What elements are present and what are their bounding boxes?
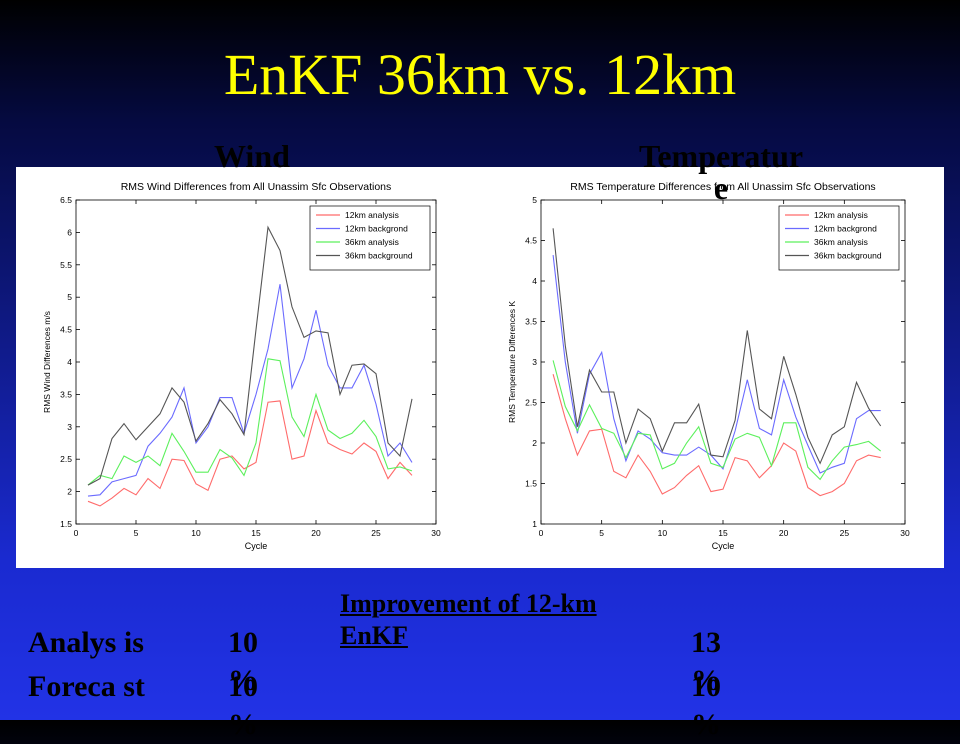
wind-chart: RMS Wind Differences from All Unassim Sf… <box>42 181 441 551</box>
chart1-ytick-label-3: 2.5 <box>525 398 537 408</box>
row-analysis-temp: 13 % <box>691 626 721 697</box>
chart1-xtick-label-0: 0 <box>539 528 544 538</box>
chart0-xtick-label-2: 10 <box>191 528 201 538</box>
chart0-legend-box <box>309 205 431 271</box>
chart1-series-line-0 <box>552 374 881 497</box>
temperature-chart: RMS Temperature Differences from All Una… <box>507 181 910 551</box>
chart1-xtick-label-4: 20 <box>779 528 789 538</box>
row-label-analysis: Analys is <box>28 626 144 659</box>
chart1-legend-label-1: 12km backgrond <box>814 224 877 234</box>
chart0-ytick-label-7: 5 <box>67 292 72 302</box>
chart0-legend-label-3: 36km background <box>345 251 413 261</box>
chart0-series-line-3 <box>87 225 413 486</box>
chart0-ytick-label-5: 4 <box>67 357 72 367</box>
chart1-ytick-label-8: 5 <box>532 195 537 205</box>
chart1-xtick-label-6: 30 <box>900 528 910 538</box>
chart1-ytick-label-5: 3.5 <box>525 317 537 327</box>
chart0-ylabel: RMS Wind Differences m/s <box>42 311 52 413</box>
chart0-ytick-label-9: 6 <box>67 227 72 237</box>
chart1-ylabel: RMS Temperature Differences K <box>507 301 517 423</box>
chart0-ytick-label-2: 2.5 <box>60 454 72 464</box>
chart1-legend-label-2: 36km analysis <box>814 237 868 247</box>
chart1-ytick-label-1: 1.5 <box>525 479 537 489</box>
chart0-xtick-label-1: 5 <box>134 528 139 538</box>
chart0-xtick-label-3: 15 <box>251 528 261 538</box>
chart0-ytick-label-3: 3 <box>67 422 72 432</box>
row-analysis-wind: 10 % <box>228 626 258 697</box>
chart0-xtick-label-4: 20 <box>311 528 321 538</box>
chart1-series-line-2 <box>552 360 882 481</box>
chart0-series-line-1 <box>87 284 413 497</box>
chart1-ytick-label-4: 3 <box>532 357 537 367</box>
chart0-title: RMS Wind Differences from All Unassim Sf… <box>121 181 392 193</box>
chart1-ytick-label-6: 4 <box>532 276 537 286</box>
chart1-title: RMS Temperature Differences from All Una… <box>570 181 875 193</box>
chart1-ytick-label-2: 2 <box>532 438 537 448</box>
temperature-panel-title: Temperatur e <box>638 138 804 206</box>
chart1-legend-box <box>778 205 900 271</box>
chart0-xtick-label-0: 0 <box>74 528 79 538</box>
chart0-xlabel: Cycle <box>245 541 268 551</box>
chart0-ytick-label-4: 3.5 <box>60 389 72 399</box>
chart0-series-line-0 <box>87 400 413 507</box>
chart0-series-line-2 <box>87 358 413 486</box>
chart1-series-line-3 <box>552 228 882 465</box>
chart0-legend-label-0: 12km analysis <box>345 210 399 220</box>
row-forecast-temp: 10 % <box>691 670 721 741</box>
chart1-xtick-label-2: 10 <box>658 528 668 538</box>
row-label-forecast: Foreca st <box>28 670 145 703</box>
improvement-heading: Improvement of 12-km EnKF <box>340 589 597 650</box>
chart1-xtick-label-5: 25 <box>840 528 850 538</box>
chart1-ytick-label-7: 4.5 <box>525 236 537 246</box>
chart0-ytick-label-0: 1.5 <box>60 519 72 529</box>
chart1-xtick-label-1: 5 <box>599 528 604 538</box>
chart0-ytick-label-6: 4.5 <box>60 325 72 335</box>
chart1-ytick-label-0: 1 <box>532 519 537 529</box>
chart1-legend-label-0: 12km analysis <box>814 210 868 220</box>
chart1-series-line-1 <box>552 255 881 474</box>
chart0-ytick-label-8: 5.5 <box>60 260 72 270</box>
chart0-xtick-label-6: 30 <box>431 528 441 538</box>
slide-title: EnKF 36km vs. 12km <box>223 42 737 107</box>
chart1-xlabel: Cycle <box>712 541 735 551</box>
row-forecast-wind: 10 % <box>228 670 258 741</box>
chart0-xtick-label-5: 25 <box>371 528 381 538</box>
chart0-legend-label-1: 12km backgrond <box>345 224 408 234</box>
chart1-legend-label-3: 36km background <box>814 251 882 261</box>
chart1-xtick-label-3: 15 <box>718 528 728 538</box>
wind-panel-title: Wind <box>214 138 290 174</box>
chart0-ytick-label-10: 6.5 <box>60 195 72 205</box>
chart0-legend-label-2: 36km analysis <box>345 237 399 247</box>
chart0-ytick-label-1: 2 <box>67 487 72 497</box>
